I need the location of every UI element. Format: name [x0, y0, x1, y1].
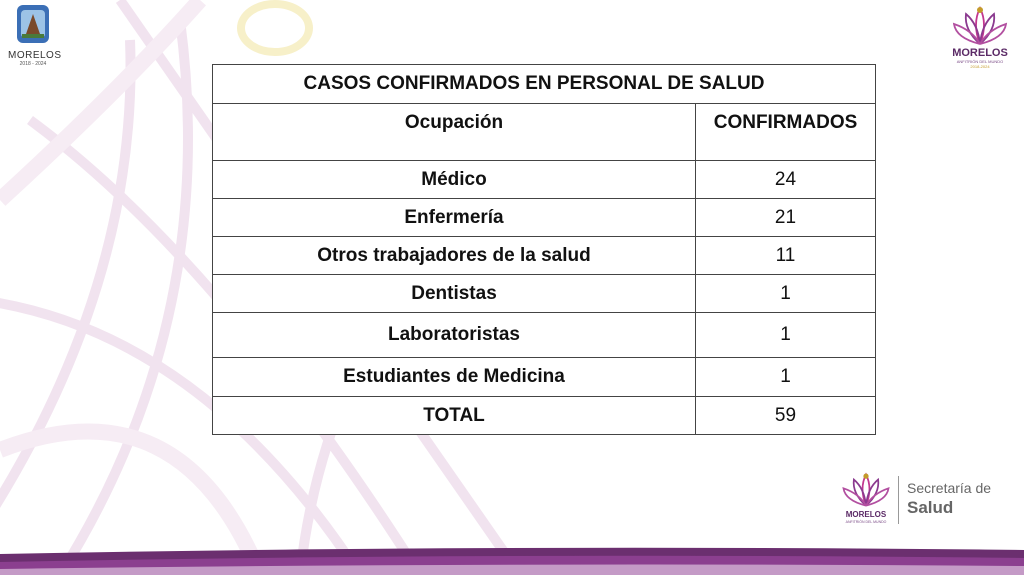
- row-occupation: Médico: [213, 161, 696, 198]
- table-total-row: TOTAL 59: [213, 396, 875, 434]
- table-row: Médico 24: [213, 160, 875, 198]
- row-confirmed: 1: [780, 366, 791, 387]
- morelos-lotus-logo: MORELOS ANFITRIÓN DEL MUNDO 2018-2024: [942, 4, 1018, 69]
- row-occupation: Enfermería: [213, 199, 696, 236]
- cases-table: CASOS CONFIRMADOS EN PERSONAL DE SALUD O…: [212, 64, 876, 435]
- row-confirmed: 21: [774, 206, 797, 228]
- table-title: CASOS CONFIRMADOS EN PERSONAL DE SALUD: [303, 73, 765, 94]
- seal-years: 2018 - 2024: [19, 61, 47, 67]
- lotus-icon: [952, 5, 1008, 45]
- table-row: Otros trabajadores de la salud 11: [213, 236, 875, 274]
- row-occupation: Laboratoristas: [213, 313, 696, 357]
- table-row: Dentistas 1: [213, 274, 875, 312]
- seal-icon: [17, 5, 49, 43]
- bottom-stripe: [0, 547, 1024, 575]
- logo-divider: [898, 476, 899, 524]
- lotus-icon: [842, 472, 890, 507]
- table-header-row: Ocupación CONFIRMADOS: [213, 103, 875, 160]
- secretaria-label: Secretaría de: [907, 480, 992, 496]
- total-label: TOTAL: [213, 397, 696, 434]
- morelos-seal-logo: MORELOS 2018 - 2024: [8, 4, 62, 67]
- bottom-logo-tagline: ANFITRIÓN DEL MUNDO: [845, 520, 887, 524]
- secretaria-salud-logo: MORELOS ANFITRIÓN DEL MUNDO Secretaría d…: [838, 470, 1018, 532]
- lotus-years: 2018-2024: [970, 64, 990, 69]
- row-confirmed: 1: [780, 282, 791, 304]
- table-row: Laboratoristas 1: [213, 312, 875, 357]
- header-confirmed: CONFIRMADOS: [713, 112, 858, 133]
- row-confirmed: 1: [780, 324, 791, 345]
- total-value: 59: [774, 404, 797, 426]
- table-title-row: CASOS CONFIRMADOS EN PERSONAL DE SALUD: [213, 65, 875, 103]
- seal-name: MORELOS: [8, 50, 62, 61]
- row-occupation: Estudiantes de Medicina: [213, 358, 696, 396]
- row-confirmed: 11: [775, 244, 796, 266]
- lotus-tagline: ANFITRIÓN DEL MUNDO: [956, 59, 1004, 64]
- table-row: Enfermería 21: [213, 198, 875, 236]
- bottom-logo-name: MORELOS: [845, 510, 887, 519]
- table-row: Estudiantes de Medicina 1: [213, 357, 875, 396]
- row-occupation: Otros trabajadores de la salud: [213, 237, 696, 274]
- row-occupation: Dentistas: [213, 275, 696, 312]
- header-occupation: Ocupación: [213, 104, 696, 160]
- salud-label: Salud: [907, 498, 954, 517]
- lotus-name: MORELOS: [952, 47, 1008, 59]
- row-confirmed: 24: [774, 168, 797, 190]
